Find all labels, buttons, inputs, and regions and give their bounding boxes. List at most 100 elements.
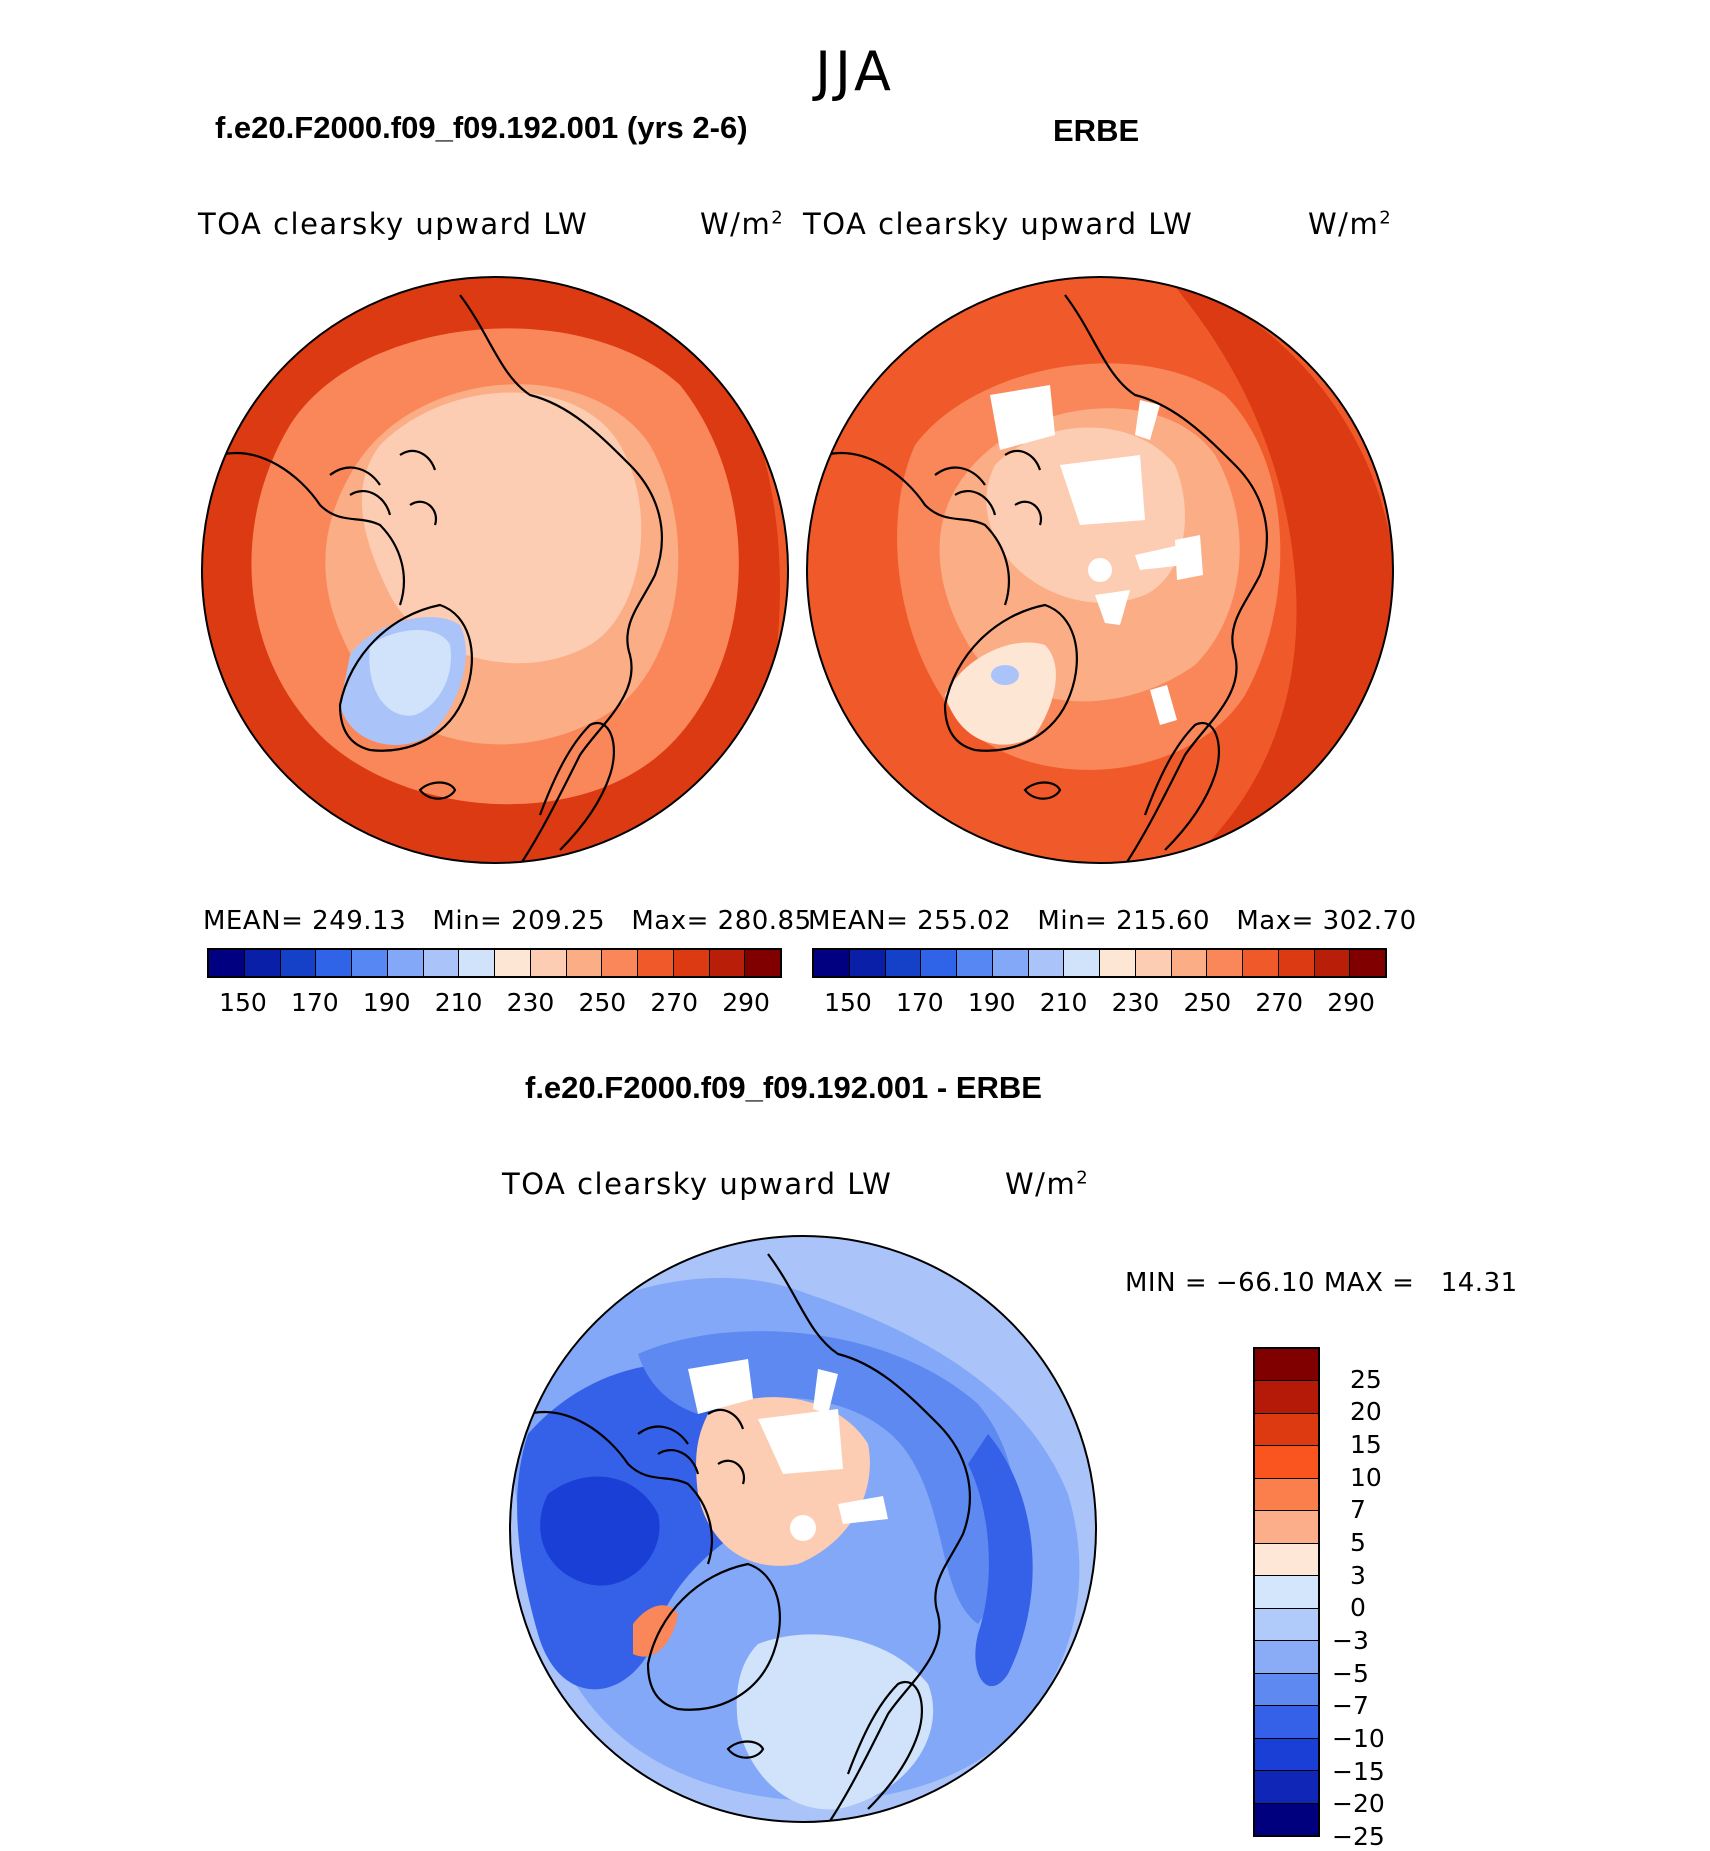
coastline-archipelago [934,449,1043,526]
units-label-diff: W/m2 [1005,1167,1090,1201]
colorbar-swatch [1277,950,1314,976]
colorbar-tick-label: 210 [434,988,483,1017]
units-label-obs: W/m2 [1308,207,1393,241]
colorbar-swatch [991,950,1028,976]
coastline-north-america [219,452,405,606]
colorbar-swatch [1255,1770,1318,1803]
colorbar-swatch [279,950,316,976]
colorbar-swatch [351,950,387,976]
variable-label-obs: TOA clearsky upward LW [803,207,1194,241]
colorbar-swatch [1255,1349,1318,1381]
colorbar-tick-label: 290 [722,988,770,1017]
panel-title-obs: ERBE [1053,113,1140,148]
contour-negative-east [968,1434,1033,1687]
colorbar-swatch [1255,1737,1318,1771]
colorbar-tick-label: −3 [1332,1626,1369,1655]
colorbar-swatch [565,950,602,976]
colorbar-swatch [1349,950,1385,976]
colorbar-tick-label: 5 [1350,1528,1366,1557]
missing-data-wedge [1135,545,1185,570]
colorbar-tick-label: 250 [578,988,627,1017]
colorbar-swatch [1255,1380,1318,1413]
panel-title-model: f.e20.F2000.f09_f09.192.001 (yrs 2-6) [215,110,748,145]
colorbar-model [207,948,782,978]
colorbar-tick-label: 210 [1039,988,1088,1017]
contour-arctic-core [361,392,642,664]
colorbar-swatch [848,950,885,976]
coastline-iceland [1023,781,1062,800]
coastline-scandinavia [538,722,615,851]
coastline-north-america [527,1411,713,1565]
contour-warm-band [1165,277,1393,863]
colorbar-swatch [1255,1510,1318,1543]
colorbar-swatch [1313,950,1350,976]
contour-negative-deep [540,1476,660,1586]
variable-label-model: TOA clearsky upward LW [198,207,589,241]
colorbar-tick-label: −20 [1332,1789,1385,1819]
coastline-archipelago [637,1408,746,1485]
colorbar-diff [1253,1347,1320,1837]
colorbar-tick-label: 270 [650,988,699,1017]
coastline-scandinavia [846,1681,923,1810]
colorbar-swatch [601,950,637,976]
stats-diff: MIN = −66.10 MAX = 14.31 [1125,1268,1518,1298]
colorbar-swatch [209,950,244,976]
colorbar-tick-label: 7 [1350,1495,1366,1525]
colorbar-swatch [1170,950,1207,976]
colorbar-swatch [243,950,280,976]
missing-data-wedge [1175,535,1203,580]
greenland-cold-spot [991,665,1019,685]
polar-map-diff [509,1235,1097,1823]
contour-negative-ring [638,1331,1016,1624]
colorbar-swatch [1242,950,1278,976]
colorbar-tick-label: 150 [219,988,267,1017]
colorbar-swatch [494,950,530,976]
colorbar-ticks-diff: 25 20 15 10 7 5 3 0 −3 −5 −7 −10 −15 −20 −25 [1332,1347,1432,1851]
missing-data-wedge [1095,590,1130,625]
colorbar-tick-label: 290 [1327,988,1375,1017]
missing-data-wedge [688,1359,753,1414]
colorbar-tick-label: −15 [1332,1756,1385,1786]
colorbar-swatch [814,950,849,976]
colorbar-swatch [1063,950,1099,976]
colorbar-swatch [1099,950,1135,976]
missing-data-wedge [1060,455,1145,525]
colorbar-swatch [744,950,780,976]
coastline-eurasia [767,1253,971,1822]
stats-obs: MEAN= 255.02 Min= 215.60 Max= 302.70 [808,906,1417,936]
colorbar-swatch [1255,1802,1318,1836]
colorbar-tick-label: 230 [1111,988,1160,1017]
colorbar-ticks-model: 150 170 190 210 230 250 270 290 [207,988,782,1020]
colorbar-swatch [1134,950,1171,976]
coastline-archipelago [329,449,438,526]
pole-hole [790,1515,816,1541]
colorbar-tick-label: 170 [290,988,339,1017]
missing-data-wedge [813,1369,838,1414]
colorbar-tick-label: 3 [1350,1560,1366,1590]
colorbar-swatch [1255,1477,1318,1511]
colorbar-swatch [386,950,423,976]
panel-title-diff: f.e20.F2000.f09_f09.192.001 - ERBE [525,1070,1042,1105]
missing-data-wedge [758,1409,843,1474]
colorbar-swatch [1027,950,1064,976]
colorbar-swatch [1255,1705,1318,1738]
colorbar-swatch [672,950,709,976]
colorbar-swatch [637,950,673,976]
coastline-greenland [338,603,473,752]
colorbar-tick-label: −25 [1332,1822,1385,1851]
colorbar-tick-label: −10 [1332,1724,1385,1753]
coastline-greenland [646,1562,781,1711]
colorbar-tick-label: 190 [967,988,1016,1017]
greenland-warm [945,642,1056,745]
colorbar-swatch [1255,1575,1318,1608]
coastline-eurasia [459,294,663,863]
colorbar-swatch [1255,1607,1318,1641]
colorbar-swatch [422,950,459,976]
colorbar-obs [812,948,1387,978]
colorbar-tick-label: 0 [1350,1593,1366,1623]
colorbar-tick-label: 250 [1183,988,1232,1017]
colorbar-tick-label: 25 [1350,1364,1382,1394]
colorbar-swatch [1206,950,1242,976]
colorbar-swatch [1255,1445,1318,1478]
colorbar-tick-label: −7 [1332,1691,1369,1721]
